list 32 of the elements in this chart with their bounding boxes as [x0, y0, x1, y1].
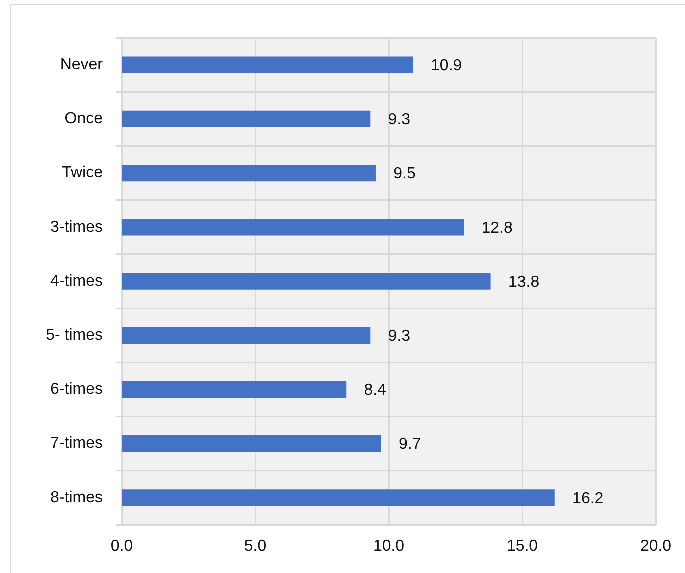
y-tick-label: 3-times — [50, 218, 103, 236]
bar — [122, 56, 414, 74]
y-tick-label: 7-times — [50, 435, 103, 452]
bar — [122, 381, 347, 398]
data-label: 9.3 — [388, 328, 411, 346]
y-tick-label: 4-times — [50, 272, 103, 290]
bar — [122, 164, 376, 182]
bar — [122, 273, 491, 290]
data-label: 9.5 — [394, 166, 416, 183]
data-label: 9.3 — [388, 112, 411, 129]
bar — [122, 219, 464, 236]
bar — [122, 490, 555, 506]
x-tick-label: 0.0 — [110, 538, 134, 556]
data-label: 16.2 — [572, 490, 604, 508]
bar — [122, 436, 382, 452]
data-label: 9.7 — [398, 436, 422, 454]
x-tick-label: 10.0 — [373, 538, 405, 556]
data-label: 13.8 — [508, 274, 540, 291]
y-tick-label: 6-times — [50, 381, 103, 398]
y-tick-label: 8-times — [50, 489, 103, 506]
x-tick-label: 20.0 — [640, 538, 672, 556]
x-tick-label: 15.0 — [506, 538, 538, 556]
data-label: 12.8 — [482, 220, 513, 237]
y-tick-label: Once — [64, 110, 104, 128]
x-tick-label: 5.0 — [244, 538, 267, 556]
y-tick-label: Never — [60, 56, 104, 74]
bar — [122, 327, 371, 344]
y-tick-label: 5- times — [46, 327, 103, 344]
y-tick-label: Twice — [62, 164, 104, 182]
data-label: 10.9 — [431, 57, 462, 74]
data-label: 8.4 — [364, 382, 387, 400]
bar — [122, 110, 371, 128]
